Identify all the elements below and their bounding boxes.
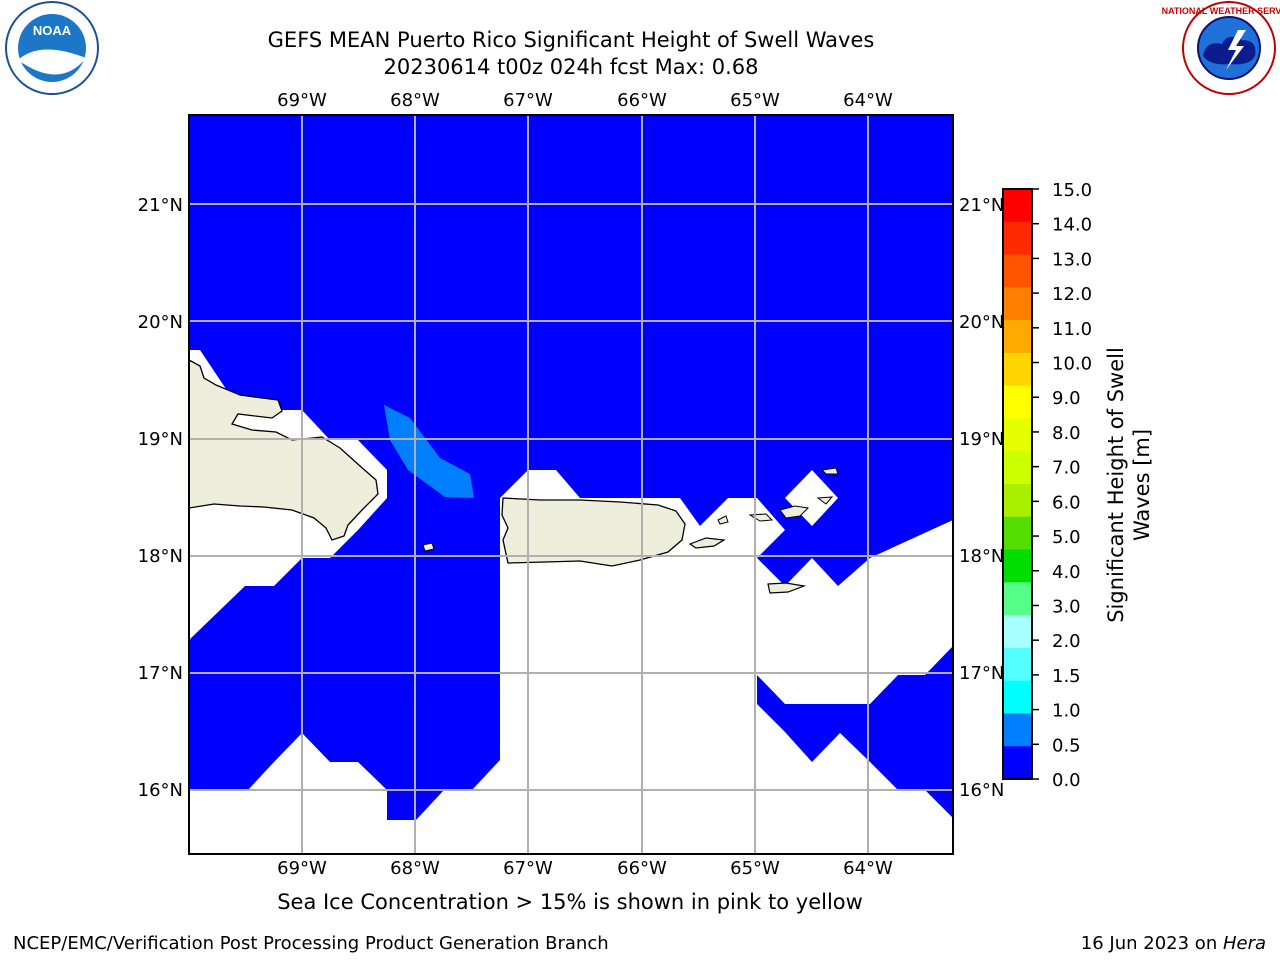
lat-label: 20°N [959,312,1004,333]
noaa-logo-text: NOAA [33,23,72,38]
lat-label: 21°N [138,195,183,216]
chart-subtitle: 20230614 t00z 024h fcst Max: 0.68 [383,55,759,79]
lat-label: 19°N [959,429,1004,450]
lat-label: 18°N [138,546,183,567]
colorbar-label-line1: Significant Height of Swell [1104,347,1128,623]
colorbar-segment [1003,713,1032,747]
lat-label: 21°N [959,195,1004,216]
colorbar-tick-label: 2.0 [1052,631,1081,652]
lon-label: 68°W [390,90,440,111]
lon-label: 65°W [730,90,780,111]
colorbar-segment [1003,615,1032,649]
colorbar-segment [1003,189,1032,223]
colorbar-tick-label: 15.0 [1052,180,1092,201]
mona-island [422,542,435,552]
lon-label: 64°W [843,90,893,111]
lat-labels-left: 21°N 20°N 19°N 18°N 17°N 16°N [138,195,183,801]
lat-labels-right: 21°N 20°N 19°N 18°N 17°N 16°N [959,195,1004,801]
colorbar-segment [1003,516,1032,551]
colorbar-segment [1003,746,1032,780]
lat-label: 17°N [138,663,183,684]
lon-label: 67°W [503,90,553,111]
lat-label: 17°N [959,663,1004,684]
generated-text: 16 Jun 2023 on Hera [1081,933,1266,954]
lon-label: 67°W [503,858,553,879]
vieques [688,537,726,549]
colorbar-tick-label: 6.0 [1052,492,1081,513]
colorbar-segment [1003,352,1032,387]
lon-label: 65°W [730,858,780,879]
chart-title: GEFS MEAN Puerto Rico Significant Height… [267,28,875,52]
colorbar-segment [1003,680,1032,714]
colorbar-segment [1003,418,1032,452]
hispaniola [189,359,379,541]
colorbar-segment [1003,254,1032,288]
sea-ice-note: Sea Ice Concentration > 15% is shown in … [277,890,863,914]
st-croix [767,582,807,594]
colorbar-tick-label: 8.0 [1052,423,1081,444]
lon-labels-bottom: 69°W 68°W 67°W 66°W 65°W 64°W [277,858,893,879]
colorbar-ticks: 15.0 14.0 13.0 12.0 11.0 10.0 9.0 8.0 7.0 6.0 5.0 4… [1032,180,1092,791]
lat-label: 20°N [138,312,183,333]
lat-label: 19°N [138,429,183,450]
lon-label: 66°W [617,90,667,111]
map-frame [188,114,954,855]
colorbar-tick-label: 11.0 [1052,319,1092,340]
swell-field-low-east [757,646,953,818]
gridlines [189,115,953,854]
culebra [717,515,729,525]
virgin-islands [748,467,839,522]
colorbar-segment [1003,582,1032,616]
generated-date: 16 Jun 2023 on [1080,933,1223,954]
swell-field-low [189,115,953,820]
colorbar-tick-label: 7.0 [1052,458,1081,479]
colorbar-tick-label: 4.0 [1052,562,1081,583]
colorbar-segment [1003,287,1032,321]
colorbar [1003,189,1032,780]
colorbar-tick-label: 12.0 [1052,284,1092,305]
lat-label: 18°N [959,546,1004,567]
colorbar-segment [1003,320,1032,354]
colorbar-segment [1003,647,1032,682]
colorbar-tick-label: 3.0 [1052,596,1081,617]
colorbar-segment [1003,451,1032,485]
lon-label: 66°W [617,858,667,879]
swell-field-mid [384,405,474,498]
credit-text: NCEP/EMC/Verification Post Processing Pr… [13,933,609,954]
colorbar-tick-label: 13.0 [1052,249,1092,270]
colorbar-label: Significant Height of Swell Waves [m] [1104,347,1154,623]
swell-field-low-islands [785,470,838,526]
colorbar-segment [1003,549,1032,583]
colorbar-tick-label: 1.0 [1052,701,1081,722]
colorbar-tick-label: 14.0 [1052,215,1092,236]
colorbar-frame [1002,188,1033,780]
lon-label: 69°W [277,90,327,111]
colorbar-tick-label: 0.0 [1052,770,1081,791]
nws-logo: NATIONAL WEATHER SERVICE [1162,1,1280,95]
colorbar-tick-label: 9.0 [1052,388,1081,409]
colorbar-segment [1003,385,1032,419]
colorbar-tick-label: 0.5 [1052,735,1081,756]
nws-logo-text: NATIONAL WEATHER SERVICE [1162,6,1280,16]
noaa-logo: NOAA [5,1,99,95]
lon-label: 69°W [277,858,327,879]
map-area [189,115,953,854]
lat-label: 16°N [959,780,1004,801]
colorbar-tick-label: 10.0 [1052,354,1092,375]
colorbar-label-line2: Waves [m] [1130,429,1154,541]
colorbar-segment [1003,221,1032,256]
lat-label: 16°N [138,780,183,801]
colorbar-tick-label: 1.5 [1052,666,1081,687]
colorbar-tick-label: 5.0 [1052,527,1081,548]
generated-host: Hera [1222,933,1266,954]
lon-labels-top: 69°W 68°W 67°W 66°W 65°W 64°W [277,90,893,111]
lon-label: 68°W [390,858,440,879]
colorbar-segment [1003,484,1032,518]
lon-label: 64°W [843,858,893,879]
